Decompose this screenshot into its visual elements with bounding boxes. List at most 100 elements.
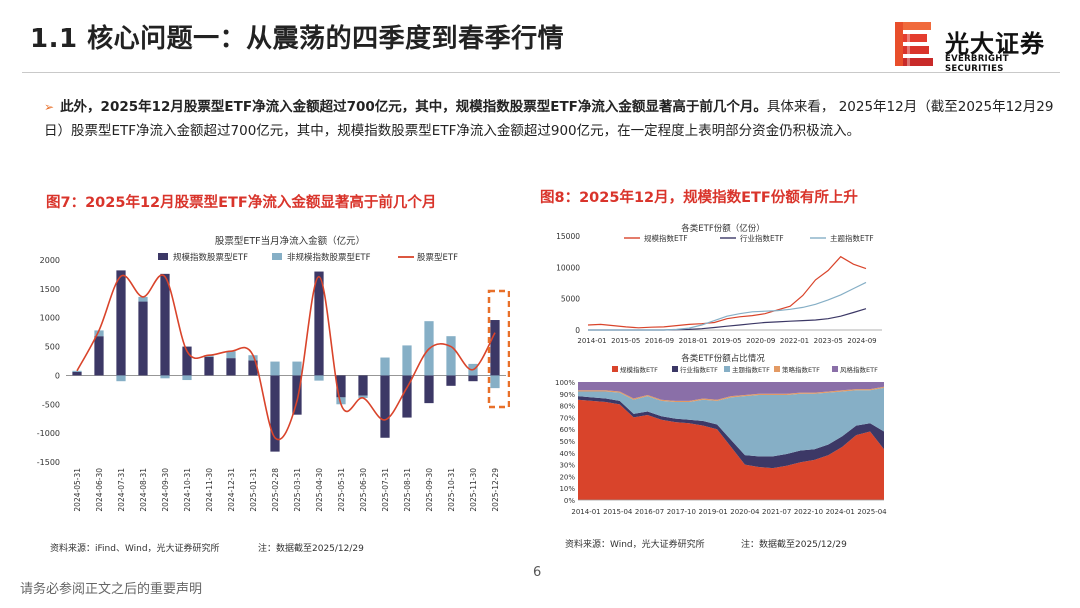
fig7-xtick-label: 2025-03-31 bbox=[293, 468, 302, 512]
fig8-share-ratio-chart: 各类ETF份额占比情况 规模指数ETF 行业指数ETF 主题指数ETF 策略指数ETF… bbox=[555, 353, 887, 516]
fig7-chart: 股票型ETF当月净流入金额（亿元） 规模指数股票型ETF 非规模指数股票型ETF 股… bbox=[37, 235, 510, 512]
fig7-bar-non-scale-index bbox=[248, 355, 258, 361]
fig8b-area-strategy-index bbox=[578, 386, 884, 403]
fig7-bar-scale-index bbox=[204, 356, 214, 376]
fig7-bar-non-scale-index bbox=[94, 330, 104, 337]
logo-text-en: EVERBRIGHT SECURITIES bbox=[945, 54, 1009, 74]
fig8b-ytick-label: 20% bbox=[559, 473, 575, 481]
fig7-ytick-label: 500 bbox=[45, 343, 60, 352]
fig8a-xtick-label: 2024-09 bbox=[847, 337, 876, 345]
fig8b-legend-swatch bbox=[672, 366, 678, 372]
fig8b-xtick-label: 2014-01 bbox=[571, 508, 600, 516]
fig7-xtick-label: 2024-10-31 bbox=[183, 468, 192, 512]
fig7-ytick-label: 1500 bbox=[40, 285, 60, 294]
fig8b-xtick-label: 2021-07 bbox=[762, 508, 791, 516]
fig7-highlight-box bbox=[487, 289, 510, 409]
fig7-bar-non-scale-index bbox=[182, 375, 192, 381]
fig8b-xtick-label: 2015-04 bbox=[603, 508, 633, 516]
fig7-note: 注：数据截至2025/12/29 bbox=[258, 544, 364, 554]
fig8b-area-style-index bbox=[578, 382, 884, 401]
fig8-source: 资料来源：Wind，光大证券研究所 bbox=[565, 540, 705, 550]
fig8a-xtick-label: 2015-05 bbox=[611, 337, 640, 345]
fig7-bar-non-scale-index bbox=[358, 395, 368, 398]
fig8b-legend-label: 风格指数ETF bbox=[840, 365, 878, 374]
fig7-bar-scale-index bbox=[490, 320, 500, 376]
fig8b-legend-label: 规模指数ETF bbox=[620, 365, 658, 374]
fig7-bar-non-scale-index bbox=[226, 351, 236, 359]
fig7-xtick-label: 2024-06-30 bbox=[95, 468, 104, 512]
fig7-bar-scale-index bbox=[424, 375, 434, 404]
fig8b-area-scale-index bbox=[578, 399, 884, 500]
fig7-chart-title: 股票型ETF当月净流入金额（亿元） bbox=[215, 235, 365, 247]
fig8a-xtick-label: 2018-01 bbox=[679, 337, 708, 345]
fig7-bar-scale-index bbox=[138, 301, 148, 376]
fig8b-ytick-label: 50% bbox=[559, 438, 575, 446]
fig7-bar-non-scale-index bbox=[490, 375, 500, 389]
fig8b-area-theme-index bbox=[578, 387, 884, 457]
fig8a-xtick-label: 2023-05 bbox=[814, 337, 843, 345]
fig8a-xtick-label: 2014-01 bbox=[577, 337, 606, 345]
page-title: 1.1 核心问题一：从震荡的四季度到春季行情 bbox=[30, 24, 565, 54]
fig8a-xtick-label: 2019-05 bbox=[712, 337, 741, 345]
fig7-bar-non-scale-index bbox=[336, 397, 346, 405]
fig8a-xtick-label: 2020-09 bbox=[746, 337, 775, 345]
fig8a-lines bbox=[587, 255, 867, 331]
fig7-bar-scale-index bbox=[248, 360, 258, 376]
fig7-bar-non-scale-index bbox=[138, 296, 148, 302]
fig7-xtick-label: 2025-05-31 bbox=[337, 468, 346, 512]
fig7-legend-label: 非规模指数股票型ETF bbox=[287, 252, 371, 263]
summary-lead: 此外，2025年12月股票型ETF净流入金额超过700亿元，其中，规模指数股票型… bbox=[60, 99, 767, 115]
fig7-legend-label: 规模指数股票型ETF bbox=[173, 252, 248, 263]
fig8b-xtick-label: 2016-07 bbox=[635, 508, 664, 516]
fig8a-axes: 15000 10000 5000 0 2014-01 2015-05 2016-09 2018… bbox=[556, 232, 882, 345]
fig8b-ytick-label: 70% bbox=[559, 414, 575, 422]
fig7-bar-scale-index bbox=[402, 375, 412, 418]
fig8b-xtick-label: 2020-04 bbox=[730, 508, 760, 516]
everbright-logo: 光大证券 EVERBRIGHT SECURITIES bbox=[893, 20, 1068, 74]
fig7-bar-non-scale-index bbox=[72, 370, 82, 372]
fig7-bar-scale-index bbox=[94, 336, 104, 376]
fig8b-legend-swatch bbox=[612, 366, 618, 372]
fig7-xtick-label: 2024-05-31 bbox=[73, 468, 82, 512]
fig8b-ytick-label: 80% bbox=[559, 403, 575, 411]
fig7-heading: 图7：2025年12月股票型ETF净流入金额显著高于前几个月 bbox=[46, 195, 437, 211]
fig8a-ytick-label: 5000 bbox=[561, 295, 580, 304]
logo-text-cn: 光大证券 bbox=[945, 30, 1045, 58]
fig8b-ytick-label: 100% bbox=[555, 379, 575, 387]
fig7-bar-scale-index bbox=[182, 346, 192, 376]
fig7-xtick-label: 2024-12-31 bbox=[227, 468, 236, 512]
fig8a-line-theme-index bbox=[588, 281, 867, 331]
fig7-line bbox=[76, 274, 496, 441]
fig8b-legend-label: 策略指数ETF bbox=[782, 365, 820, 374]
fig7-bar-non-scale-index bbox=[446, 336, 456, 376]
fig8b-legend-swatch bbox=[774, 366, 780, 372]
bullet-arrow-icon: ➢ bbox=[44, 100, 55, 114]
fig7-legend-swatch bbox=[272, 253, 282, 260]
fig8a-xtick-label: 2022-01 bbox=[780, 337, 809, 345]
fig7-xtick-label: 2025-07-31 bbox=[381, 468, 390, 512]
fig7-bar-scale-index bbox=[160, 273, 170, 376]
fig7-bar-non-scale-index bbox=[270, 361, 280, 376]
fig7-xtick-label: 2025-01-31 bbox=[249, 468, 258, 512]
fig8b-xtick-label: 2017-10 bbox=[667, 508, 696, 516]
fig7-bar-scale-index bbox=[270, 375, 280, 452]
fig7-bar-non-scale-index bbox=[380, 357, 390, 376]
fig8b-legend: 规模指数ETF 行业指数ETF 主题指数ETF 策略指数ETF 风格指数ETF bbox=[612, 365, 878, 374]
fig8a-xtick-label: 2016-09 bbox=[645, 337, 674, 345]
fig7-bar-scale-index bbox=[314, 271, 324, 376]
fig7-bar-scale-index bbox=[468, 375, 478, 382]
fig8b-xtick-label: 2022-10 bbox=[794, 508, 823, 516]
fig8b-ytick-label: 0% bbox=[564, 497, 575, 505]
fig7-ytick-label: 1000 bbox=[40, 314, 60, 323]
fig8b-ytick-label: 10% bbox=[559, 485, 575, 493]
fig8b-legend-swatch bbox=[832, 366, 838, 372]
fig7-bar-scale-index bbox=[72, 371, 82, 376]
fig7-bar-non-scale-index bbox=[292, 361, 302, 376]
fig7-bars bbox=[72, 270, 500, 452]
fig8b-area-industry-index bbox=[578, 396, 884, 469]
fig8b-chart-title: 各类ETF份额占比情况 bbox=[681, 353, 765, 364]
summary-paragraph: ➢ 此外，2025年12月股票型ETF净流入金额超过700亿元，其中，规模指数股票… bbox=[44, 95, 1054, 143]
fig7-xtick-label: 2025-09-30 bbox=[425, 468, 434, 512]
fig7-bar-scale-index bbox=[116, 270, 126, 376]
fig7-xtick-label: 2025-02-28 bbox=[271, 468, 280, 512]
